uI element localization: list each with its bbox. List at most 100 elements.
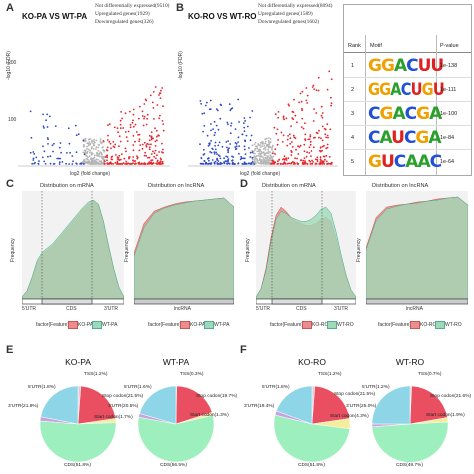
up-point — [314, 158, 317, 161]
density-area-wt-ro — [256, 206, 356, 300]
ns-point — [84, 149, 87, 152]
up-point — [330, 78, 333, 81]
ns-point — [83, 139, 86, 141]
ns-point — [259, 144, 262, 146]
ns-point — [272, 155, 275, 158]
pie2-label-utr3: 3'UTR(19.4%) — [244, 404, 275, 409]
up-point — [282, 117, 285, 119]
ns-point — [263, 153, 266, 155]
ns-point — [267, 155, 270, 158]
up-point — [154, 127, 156, 130]
up-point — [323, 163, 326, 165]
up-point — [304, 138, 306, 140]
down-point — [210, 129, 212, 132]
down-point — [230, 108, 233, 110]
down-point — [82, 139, 85, 142]
down-point — [249, 151, 252, 154]
up-point — [286, 138, 289, 141]
up-point — [301, 117, 304, 120]
ns-point — [258, 148, 260, 151]
ns-point — [93, 144, 96, 147]
pie-slice-stop-codon — [175, 385, 213, 425]
down-point — [43, 127, 45, 129]
down-point — [229, 109, 232, 112]
up-point — [306, 94, 309, 97]
down-point — [200, 102, 202, 105]
up-point — [290, 151, 293, 153]
up-point — [278, 158, 281, 161]
panel-label-e: E — [6, 344, 14, 356]
down-point — [242, 122, 245, 125]
down-point — [237, 141, 239, 143]
up-point — [151, 101, 154, 104]
motif-pvalue: 1e-64 — [440, 159, 455, 165]
up-point — [277, 160, 279, 163]
down-point — [51, 144, 54, 147]
up-point — [158, 117, 161, 120]
up-point — [134, 140, 136, 143]
ns-point — [268, 141, 270, 144]
up-point — [273, 162, 276, 165]
motif-row-divider — [344, 125, 471, 126]
up-point — [312, 146, 315, 149]
pie1-label-cds: CDS(56.5%) — [160, 463, 187, 468]
up-point — [156, 104, 159, 106]
pie0-label-cds: CDS(51.8%) — [64, 463, 91, 468]
density-area-wt-ro — [366, 196, 468, 300]
c-lnc-title: Distribution on lncRNA — [148, 183, 205, 189]
up-point — [124, 147, 127, 150]
panel-label-f: F — [240, 344, 247, 356]
up-point — [304, 122, 306, 124]
ns-point — [266, 143, 268, 146]
down-point — [237, 136, 240, 139]
up-point — [109, 161, 112, 164]
down-point — [214, 141, 217, 144]
up-point — [148, 148, 151, 151]
down-point — [213, 134, 216, 137]
down-point — [214, 145, 216, 147]
up-point — [296, 163, 299, 165]
down-point — [215, 151, 217, 154]
down-point — [208, 143, 211, 146]
down-point — [83, 163, 85, 165]
up-point — [286, 144, 289, 147]
up-point — [272, 162, 274, 165]
ns-point — [86, 148, 88, 150]
ns-point — [269, 151, 272, 153]
motif-col-divider-2 — [436, 35, 437, 175]
up-point — [283, 161, 286, 164]
down-point — [83, 153, 86, 156]
up-point — [162, 105, 164, 108]
up-point — [125, 136, 128, 138]
up-point — [290, 154, 293, 157]
ns-point — [260, 150, 263, 153]
up-point — [134, 123, 137, 126]
down-point — [49, 162, 52, 165]
up-point — [138, 161, 141, 164]
ns-point — [92, 159, 94, 162]
ns-point — [93, 156, 96, 159]
up-point — [328, 156, 331, 158]
up-point — [305, 87, 308, 89]
ns-point — [91, 146, 93, 149]
up-point — [160, 89, 162, 92]
down-point — [201, 163, 204, 165]
down-point — [219, 117, 222, 120]
up-point — [153, 118, 155, 120]
ns-point — [95, 148, 97, 150]
up-point — [305, 155, 308, 158]
down-point — [238, 152, 240, 155]
motif-header-pvalue: P-value — [440, 43, 459, 49]
up-point — [138, 133, 141, 136]
up-point — [316, 156, 319, 159]
up-point — [148, 139, 151, 142]
up-point — [129, 110, 131, 113]
up-point — [283, 155, 286, 158]
motif-logo: GUCAAC — [368, 152, 442, 172]
up-point — [290, 125, 292, 127]
up-point — [161, 87, 164, 89]
up-point — [308, 146, 311, 149]
up-point — [325, 160, 328, 163]
up-point — [114, 162, 117, 164]
up-point — [141, 143, 144, 146]
